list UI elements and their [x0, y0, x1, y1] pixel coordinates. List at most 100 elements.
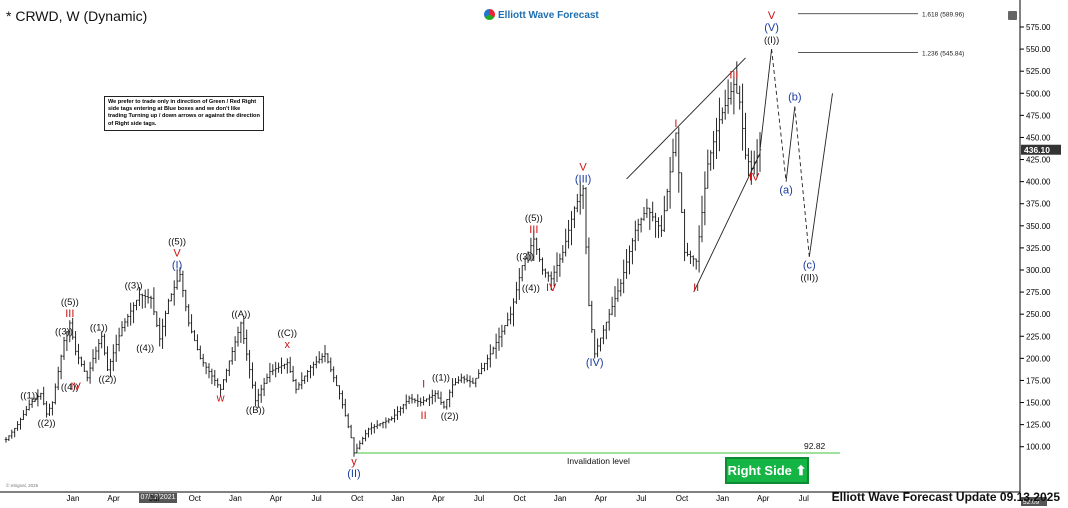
fib-reference-label: 1.236 (545.84) — [922, 51, 964, 58]
y-tick-label: 250.00 — [1026, 310, 1051, 319]
wave-label: y — [351, 456, 357, 468]
x-tick-label: Jul — [798, 494, 809, 503]
x-tick-label: Jul — [311, 494, 322, 503]
x-tick-label: Jul — [149, 494, 160, 503]
x-tick-label: Jul — [473, 494, 485, 503]
wave-label: ((3)) — [125, 281, 143, 292]
wave-label: ((5)) — [61, 297, 79, 308]
y-tick-label: 475.00 — [1026, 111, 1051, 120]
y-tick-label: 300.00 — [1026, 266, 1051, 275]
wave-label: ((I)) — [764, 35, 779, 46]
y-tick-label: 200.00 — [1026, 354, 1051, 363]
invalidation-line: Invalidation level 92.82 — [354, 441, 840, 466]
channel-line — [626, 57, 746, 180]
wave-label: (a) — [779, 185, 792, 197]
y-tick-label: 375.00 — [1026, 200, 1051, 209]
wave-label: ((2)) — [38, 418, 56, 429]
y-tick-label: 550.00 — [1026, 45, 1051, 54]
wave-label: ((1)) — [432, 373, 450, 384]
chart-settings-icon[interactable] — [1008, 11, 1017, 20]
x-tick-label: Jan — [716, 494, 730, 503]
wave-label: IV — [70, 381, 81, 393]
wave-label: ((5)) — [168, 236, 186, 247]
y-tick-label: 400.00 — [1026, 178, 1051, 187]
wave-label: ((1)) — [90, 322, 108, 333]
projection-path — [759, 49, 833, 257]
x-tick-label: Oct — [675, 494, 689, 503]
wave-label: (b) — [788, 92, 801, 104]
wave-label: ((3)) — [55, 327, 73, 338]
y-tick-label: 525.00 — [1026, 67, 1051, 76]
projection-segment — [808, 93, 833, 257]
wave-label: ((1)) — [20, 390, 38, 401]
x-tick-label: Apr — [432, 494, 445, 503]
invalidation-value-label: 92.82 — [804, 441, 826, 451]
wave-label: V — [768, 10, 776, 22]
wave-label: III — [65, 308, 74, 320]
y-tick-label: 100.00 — [1026, 443, 1051, 452]
y-tick-label: 350.00 — [1026, 222, 1051, 231]
wave-label: ((3)) — [516, 252, 534, 263]
wave-label: (IV) — [586, 357, 604, 369]
x-tick-label: Oct — [188, 494, 202, 503]
bottom-value-label: 52.09 — [1023, 499, 1040, 506]
projection-segment — [771, 49, 787, 182]
wave-label: ((4)) — [522, 283, 540, 294]
wave-label: x — [285, 339, 291, 351]
wave-label: III — [729, 69, 738, 81]
wave-label: ((2)) — [441, 411, 459, 422]
y-tick-label: 425.00 — [1026, 156, 1051, 165]
trading-notice: We prefer to trade only in direction of … — [104, 96, 264, 131]
projection-segment — [759, 49, 773, 150]
y-tick-label: 175.00 — [1026, 376, 1051, 385]
x-tick-label: Oct — [513, 494, 526, 503]
wave-label: (II) — [347, 468, 360, 480]
x-tick-label: Jul — [636, 494, 647, 503]
wave-label: IV — [749, 171, 760, 183]
wave-label: ((C)) — [278, 328, 298, 339]
wave-label: ((B)) — [246, 405, 265, 416]
wave-label: (I) — [172, 259, 182, 271]
wave-label: ((II)) — [800, 273, 818, 284]
x-tick-label: Jan — [391, 494, 405, 503]
wave-label: ((4)) — [61, 382, 79, 393]
wave-label: IV — [546, 282, 557, 294]
y-tick-label: 150.00 — [1026, 399, 1051, 408]
wave-label: I — [674, 118, 677, 130]
current-price-box — [1021, 144, 1061, 155]
wave-label: I — [422, 379, 425, 391]
wave-label: II — [693, 282, 699, 294]
x-tick-label: Jan — [228, 494, 242, 503]
projection-segment — [785, 106, 796, 182]
chart-title: * CRWD, W (Dynamic) — [6, 8, 148, 24]
wave-label: w — [216, 392, 225, 404]
x-tick-label: Apr — [269, 494, 283, 503]
current-price-label: 436.10 — [1024, 145, 1050, 155]
x-tick-label: Jan — [553, 494, 567, 503]
channel-line — [693, 153, 761, 293]
wave-label: III — [529, 224, 538, 236]
price-bars — [4, 61, 762, 457]
x-tick-label: Jan — [66, 494, 80, 503]
update-title: Elliott Wave Forecast Update 09.13.2025 — [831, 490, 1060, 504]
y-tick-label: 450.00 — [1026, 133, 1051, 142]
x-tick-label: Oct — [350, 494, 364, 503]
wave-label: ((A)) — [231, 309, 250, 320]
wave-label: (c) — [803, 260, 816, 272]
y-tick-label: 125.00 — [1026, 421, 1051, 430]
invalidation-level-label: Invalidation level — [567, 456, 630, 466]
y-tick-label: 575.00 — [1026, 23, 1051, 32]
channel-lines — [626, 57, 761, 293]
fib-reference-lines: 1.618 (589.96) 1.236 (545.84) — [798, 12, 964, 58]
brand-name: Elliott Wave Forecast — [498, 10, 599, 21]
wave-label: (III) — [575, 174, 592, 186]
crosshair-date-tag: 07/12/2021 — [139, 493, 177, 503]
bottom-value-box — [1021, 497, 1047, 506]
right-side-tag: Right Side ⬆ — [725, 457, 809, 484]
x-tick-label: Apr — [756, 494, 770, 503]
wave-label: II — [421, 410, 427, 422]
y-tick-label: 325.00 — [1026, 244, 1051, 253]
wave-label: ((2)) — [99, 374, 117, 385]
